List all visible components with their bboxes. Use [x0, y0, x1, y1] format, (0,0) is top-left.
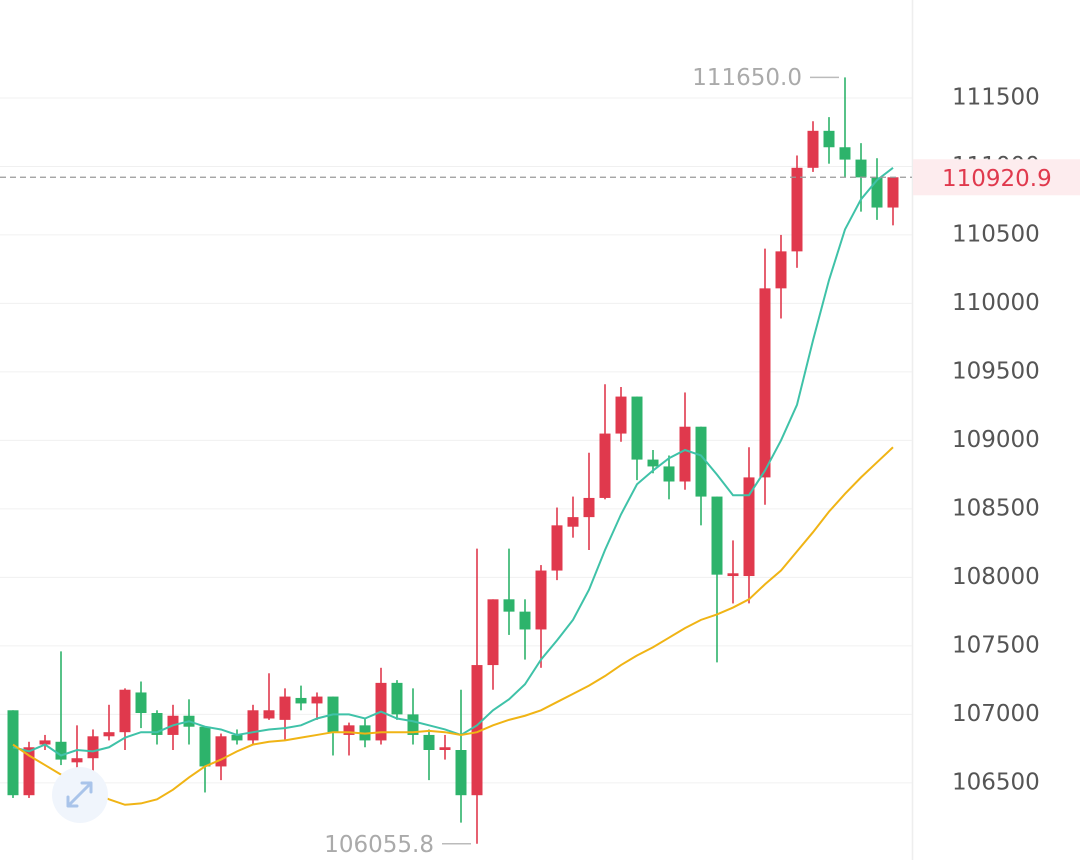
candle-body	[647, 459, 659, 467]
candle-body	[343, 725, 355, 735]
candle-body	[823, 130, 835, 148]
candle-body	[695, 426, 707, 497]
y-tick-label: 108500	[952, 495, 1040, 521]
candle-body	[39, 740, 51, 745]
candle-body	[71, 758, 83, 763]
candle-body	[311, 696, 323, 704]
candle-body	[455, 750, 467, 796]
high-label: 111650.0	[692, 65, 802, 91]
y-tick-label: 107500	[952, 632, 1040, 658]
candle-body	[199, 726, 211, 767]
moving-average	[12, 167, 894, 757]
zoom-icon[interactable]	[52, 767, 108, 823]
candle-body	[55, 741, 67, 760]
candle-body	[711, 496, 723, 575]
candle-body	[87, 736, 99, 759]
candle-body	[7, 710, 19, 796]
candle-body	[279, 696, 291, 720]
candle-body	[423, 734, 435, 750]
candle-body	[855, 159, 867, 178]
last-price-tag	[913, 159, 1080, 196]
candle-body	[487, 599, 499, 666]
low-label: 106055.8	[324, 832, 434, 858]
grid: 106500 107000 107500 108000 108500 109000 1095…	[0, 84, 1040, 795]
candle-body	[151, 713, 163, 735]
candle-body	[599, 433, 611, 498]
y-tick-label: 107000	[952, 701, 1040, 727]
y-tick-label: 109000	[952, 427, 1040, 453]
candle-body	[871, 177, 883, 208]
candle-body	[119, 689, 131, 733]
candle-body	[551, 525, 563, 571]
overlay: 111650.0 106055.8 110920.9	[0, 65, 1080, 858]
candle-body	[439, 747, 451, 750]
candle-body	[23, 747, 35, 796]
candle-body	[663, 466, 675, 482]
candle-body	[247, 710, 259, 741]
y-tick-label: 110000	[952, 290, 1040, 316]
candle-body	[471, 665, 483, 796]
candle-body	[263, 710, 275, 719]
candle-body	[519, 611, 531, 630]
candle-body	[775, 251, 787, 289]
candle-body	[631, 396, 643, 460]
candle-body	[839, 147, 851, 160]
candle-body	[135, 692, 147, 714]
y-tick-label: 109500	[952, 358, 1040, 384]
candle-body	[215, 736, 227, 767]
candle-body	[535, 570, 547, 630]
candle-body	[887, 177, 899, 208]
candle-body	[759, 288, 771, 478]
y-tick-label: 106500	[952, 769, 1040, 795]
candle-body	[407, 714, 419, 735]
last-price-label: 110920.9	[942, 166, 1052, 192]
candle-body	[743, 477, 755, 577]
candle-body	[295, 697, 307, 704]
candle-body	[391, 682, 403, 715]
y-tick-label: 108000	[952, 564, 1040, 590]
candle-body	[727, 573, 739, 577]
candle-body	[791, 167, 803, 252]
y-tick-label: 110500	[952, 221, 1040, 247]
moving-average	[12, 446, 894, 806]
y-tick-label: 111500	[952, 84, 1040, 110]
candle-body	[231, 734, 243, 741]
candle-body	[567, 517, 579, 527]
candle-body	[615, 396, 627, 434]
candle-body	[103, 732, 115, 737]
candle-body	[503, 599, 515, 612]
candle-body	[807, 130, 819, 168]
candle-body	[679, 426, 691, 482]
candle-body	[583, 497, 595, 518]
